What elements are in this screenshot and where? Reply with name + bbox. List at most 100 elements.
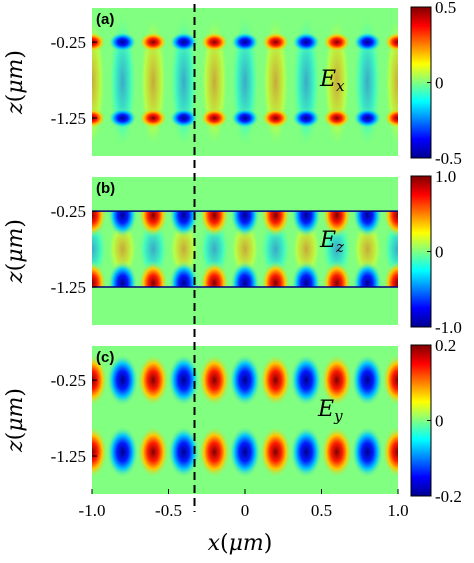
y-axis-label-var: z — [3, 271, 28, 284]
field-lobe — [320, 426, 353, 479]
y-axis-label-open: ( — [3, 263, 28, 272]
field-lobe — [198, 354, 231, 407]
field-lobe — [137, 426, 170, 479]
field-label: Ex — [319, 67, 345, 95]
x-tick-label: 0 — [241, 501, 250, 520]
field-lobe — [167, 426, 200, 479]
y-axis-label-unit: μm — [3, 397, 28, 432]
colorbar-tick-label: 0 — [435, 74, 444, 93]
field-lobe — [229, 354, 261, 407]
y-axis-label-unit: μm — [3, 228, 28, 263]
field-lobe — [383, 108, 398, 129]
x-tick-label: -1.0 — [79, 501, 106, 520]
y-axis-label-unit: μm — [3, 59, 28, 94]
y-tick-label: -0.25 — [51, 33, 86, 52]
field-lobe — [292, 32, 321, 53]
field-lobe — [351, 354, 384, 407]
field-lobe — [290, 426, 323, 479]
field-label-symbol: E — [319, 67, 336, 92]
colorbar-tick-label: 0 — [435, 412, 444, 431]
field-lobe — [92, 108, 107, 129]
y-axis-label-var: z — [3, 440, 28, 453]
panel-1: (a) Ex -0.25 -1.25 0.5 0 -0.5 — [51, 0, 462, 168]
x-axis-label-var: x — [208, 531, 221, 556]
panels: (a) Ex -0.25 -1.25 0.5 0 -0.5 (b) Ez -0.25 -1.25 1.… — [51, 0, 462, 506]
field-lobe — [92, 354, 108, 407]
panel-2: (b) Ez -0.25 -1.25 1.0 0 -1.0 — [51, 167, 462, 337]
field-lobe — [261, 32, 290, 53]
x-axis-label-open: ( — [220, 531, 229, 556]
y-tick-label: -1.25 — [51, 447, 86, 466]
x-tick-label: 0.5 — [311, 501, 332, 520]
y-axis-label-var: z — [3, 102, 28, 115]
field-lobe — [92, 426, 108, 479]
field-lobe — [230, 108, 260, 129]
colorbar: 1.0 0 -1.0 — [410, 167, 462, 337]
field-lobe — [259, 426, 292, 479]
field-lobe — [169, 32, 198, 53]
outer-region — [92, 287, 398, 325]
colorbar-tick-label: 0 — [435, 243, 444, 262]
y-tick-label: -0.25 — [51, 202, 86, 221]
field-lobe — [382, 354, 398, 407]
panel-letter: (a) — [96, 11, 114, 28]
y-axis-label-close: ) — [3, 50, 28, 59]
y-tick-label: -0.25 — [51, 371, 86, 390]
heatmap-field — [92, 177, 398, 325]
field-lobe — [198, 426, 231, 479]
field-label: Ez — [319, 228, 344, 256]
field-label-symbol: E — [317, 397, 334, 422]
heatmap-field — [92, 15, 398, 149]
field-label-subscript: y — [333, 407, 343, 425]
colorbar-tick-label: -1.0 — [435, 318, 462, 337]
colorbar-tick-label: -0.5 — [435, 149, 462, 168]
field-lobe — [351, 426, 384, 479]
field-lobe — [353, 32, 382, 53]
field-lobe — [292, 108, 321, 129]
field-lobe — [383, 32, 398, 53]
field-lobe — [108, 108, 137, 129]
field-lobe — [92, 32, 107, 53]
field-lobe — [106, 354, 139, 407]
outer-region — [92, 177, 398, 212]
field-lobe — [382, 426, 398, 479]
y-axis-label: z(μm) — [3, 388, 28, 453]
colorbar-tick-label: 0.2 — [435, 336, 456, 355]
x-axis: -1.0 -0.5 0 0.5 1.0 — [79, 489, 409, 520]
colorbar: 0.2 0 -0.2 — [410, 336, 462, 506]
field-label: Ey — [317, 397, 343, 425]
y-tick-label: -1.25 — [51, 278, 86, 297]
field-lobe — [259, 354, 292, 407]
field-lobe — [353, 108, 382, 129]
field-lobe — [167, 354, 200, 407]
field-lobe — [139, 108, 168, 129]
y-axis-label-open: ( — [3, 432, 28, 441]
x-axis-label-close: ) — [264, 531, 273, 556]
field-lobe — [106, 426, 139, 479]
field-lobe — [229, 426, 261, 479]
field-lobe — [200, 32, 229, 53]
y-axis-label-close: ) — [3, 219, 28, 228]
field-lobe — [322, 32, 351, 53]
y-axis-labels: z(μm)z(μm)z(μm) — [3, 50, 28, 453]
field-lobe — [108, 32, 137, 53]
field-lobe — [230, 32, 260, 53]
x-tick-label: 1.0 — [387, 501, 408, 520]
colorbar-tick-label: 0.5 — [435, 0, 456, 17]
colorbar: 0.5 0 -0.5 — [410, 0, 462, 168]
field-label-symbol: E — [319, 228, 336, 253]
panel-letter: (b) — [96, 180, 115, 197]
y-tick-label: -1.25 — [51, 109, 86, 128]
field-lobe — [139, 32, 168, 53]
field-lobe — [169, 108, 198, 129]
field-lobe — [261, 108, 290, 129]
panel-3: (c) Ey -0.25 -1.25 0.2 0 -0.2 — [51, 336, 462, 506]
panel-letter: (c) — [96, 349, 114, 366]
y-axis-label: z(μm) — [3, 219, 28, 284]
y-axis-label: z(μm) — [3, 50, 28, 115]
x-tick-label: -0.5 — [155, 501, 182, 520]
y-axis-label-open: ( — [3, 94, 28, 103]
x-axis-label-unit: μm — [229, 531, 264, 556]
x-axis-label: x(μm) — [208, 531, 273, 556]
